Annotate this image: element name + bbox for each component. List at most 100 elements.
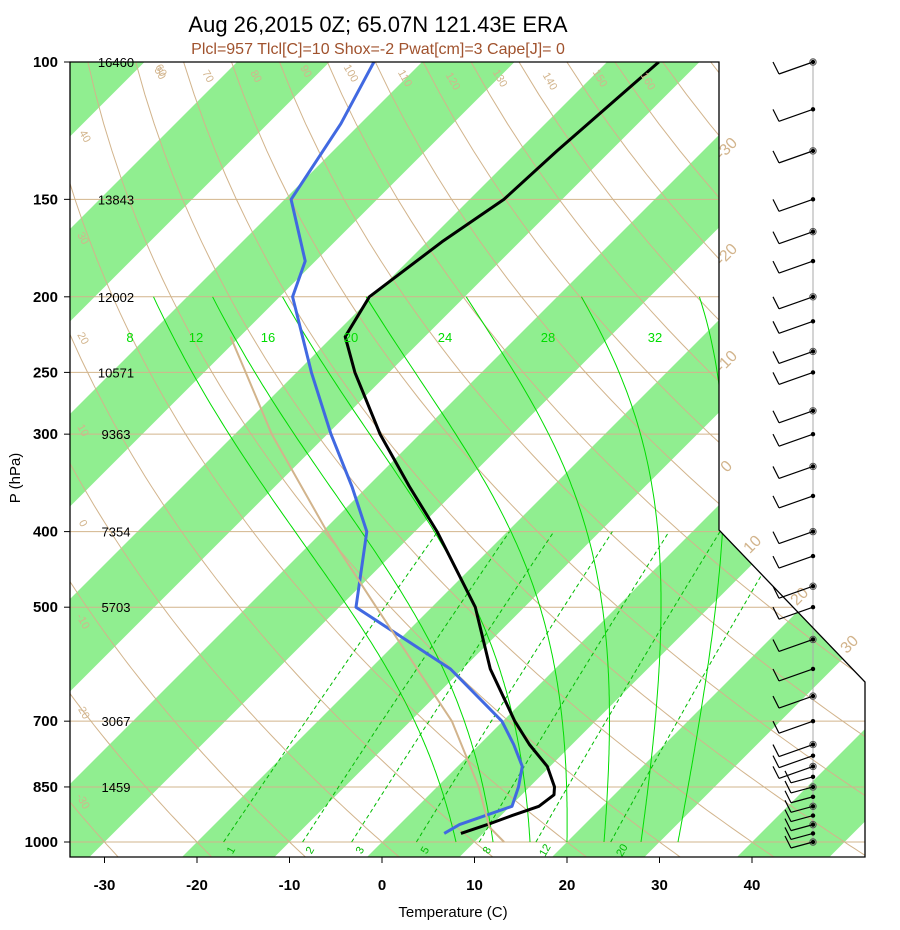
wind-barb — [790, 824, 814, 832]
profile-series — [229, 62, 660, 843]
moist-adiabat — [212, 296, 494, 843]
y-tick-label: 100 — [33, 54, 58, 71]
skewed-isotherm-label: 10 — [741, 532, 766, 557]
moist-adiabat-label: 20 — [344, 330, 358, 345]
wind-barb-flag — [784, 800, 792, 813]
wind-barb — [790, 786, 814, 794]
x-tick-label: 40 — [744, 877, 761, 894]
wind-barb-flag — [772, 495, 780, 509]
wind-barb-flag — [772, 695, 780, 709]
mixing-ratio-lines — [223, 531, 788, 843]
mixing-ratio-line — [415, 531, 613, 843]
wind-barb — [778, 410, 814, 424]
mixing-ratio-line — [351, 531, 555, 843]
calm-circle — [809, 582, 817, 590]
wind-barb — [778, 531, 814, 545]
wind-barb-flag — [772, 410, 780, 424]
y-tick-label: 500 — [33, 599, 58, 616]
wind-barb — [778, 755, 814, 769]
theta-label: 30 — [74, 230, 91, 247]
calm-circle — [809, 692, 817, 700]
moist-adiabat — [365, 296, 568, 842]
dry-adiabat — [70, 62, 496, 857]
wind-barb-flag — [772, 61, 780, 75]
mixing-ratio-label: 5 — [419, 845, 432, 856]
dry-adiabat — [87, 62, 683, 857]
calm-circle — [809, 347, 817, 356]
wind-barb-flag — [784, 835, 792, 849]
wind-barb-dot — [810, 370, 816, 375]
y-tick-label: 250 — [33, 364, 58, 381]
wind-barb — [778, 433, 814, 447]
isotherm-band — [70, 62, 330, 857]
dry-adiabat — [70, 62, 589, 857]
wind-barb — [778, 765, 814, 779]
calm-circle — [809, 147, 817, 155]
wind-barb-flag — [784, 827, 792, 840]
theta-label: 10 — [74, 422, 91, 439]
wind-barb-flag — [772, 668, 780, 682]
mixing-ratio-label: 20 — [614, 842, 631, 859]
wind-barb-flag — [772, 231, 780, 244]
height-label: 1459 — [102, 780, 131, 795]
wind-barb-flag — [772, 296, 780, 310]
isotherm-band — [550, 62, 865, 857]
wind-barb — [778, 371, 814, 385]
isotherm-band — [70, 62, 865, 857]
wind-barb-flag — [772, 639, 780, 652]
wind-barb-flag — [772, 199, 780, 212]
wind-barb-flag — [772, 720, 780, 734]
x-axis-label: Temperature (C) — [398, 904, 507, 921]
temperature-profile — [343, 62, 660, 835]
y-axis-label: P (hPa) — [7, 453, 24, 504]
calm-circle — [809, 762, 817, 771]
mixing-ratio-label: 8 — [481, 845, 494, 856]
wind-barb-flag — [772, 260, 780, 274]
wind-barb — [778, 606, 814, 620]
calm-circle — [809, 740, 817, 749]
wind-barb — [778, 555, 814, 569]
mixing-ratio-label: 12 — [537, 842, 554, 859]
wind-barb-flag — [784, 780, 792, 794]
y-tick-label: 300 — [33, 426, 58, 443]
wind-barb-flag — [772, 755, 780, 768]
wind-barb-dot — [810, 431, 816, 437]
calm-circle — [809, 635, 817, 644]
x-tick-label: -20 — [186, 877, 208, 894]
moist-adiabat-label: 16 — [261, 330, 275, 345]
mixing-ratio-label: 1 — [225, 845, 238, 856]
dry-adiabat — [70, 62, 120, 857]
moist-adiabats — [153, 296, 725, 843]
wind-barb — [778, 198, 814, 212]
mixing-ratio-line — [478, 531, 670, 843]
calm-circle — [809, 838, 817, 846]
moist-adiabat-label: 28 — [541, 330, 555, 345]
theta-label: 80 — [247, 68, 264, 85]
dry-adiabat — [326, 62, 865, 857]
theta-label: 20 — [74, 330, 91, 347]
mixing-ratio-line — [302, 531, 510, 843]
wind-barb-flag — [784, 770, 792, 784]
theta-label: 60 — [152, 62, 169, 79]
skewed-isotherm-label: -20 — [713, 241, 741, 269]
x-tick-label: -30 — [94, 877, 116, 894]
wind-barb — [778, 61, 814, 75]
theta-label: 50 — [151, 65, 168, 82]
theta-label: 40 — [76, 128, 93, 145]
moist-adiabat-label: 8 — [126, 330, 133, 345]
x-tick-label: 20 — [559, 877, 576, 894]
mixing-ratio-label: 2 — [304, 845, 317, 856]
chart-subtitle: Plcl=957 Tlcl[C]=10 Shox=-2 Pwat[cm]=3 C… — [191, 41, 565, 58]
dry-adiabat — [758, 62, 865, 857]
wind-barb — [778, 320, 814, 334]
wind-barb-flag — [772, 433, 780, 447]
theta-label: 130 — [490, 68, 510, 90]
dry-adiabat — [374, 62, 865, 857]
moist-adiabat — [580, 296, 662, 843]
wind-barb-flag — [784, 809, 792, 822]
wind-barb-flag — [772, 109, 780, 122]
wind-barb-flag — [772, 351, 780, 364]
mixing-ratio-line — [223, 531, 439, 843]
